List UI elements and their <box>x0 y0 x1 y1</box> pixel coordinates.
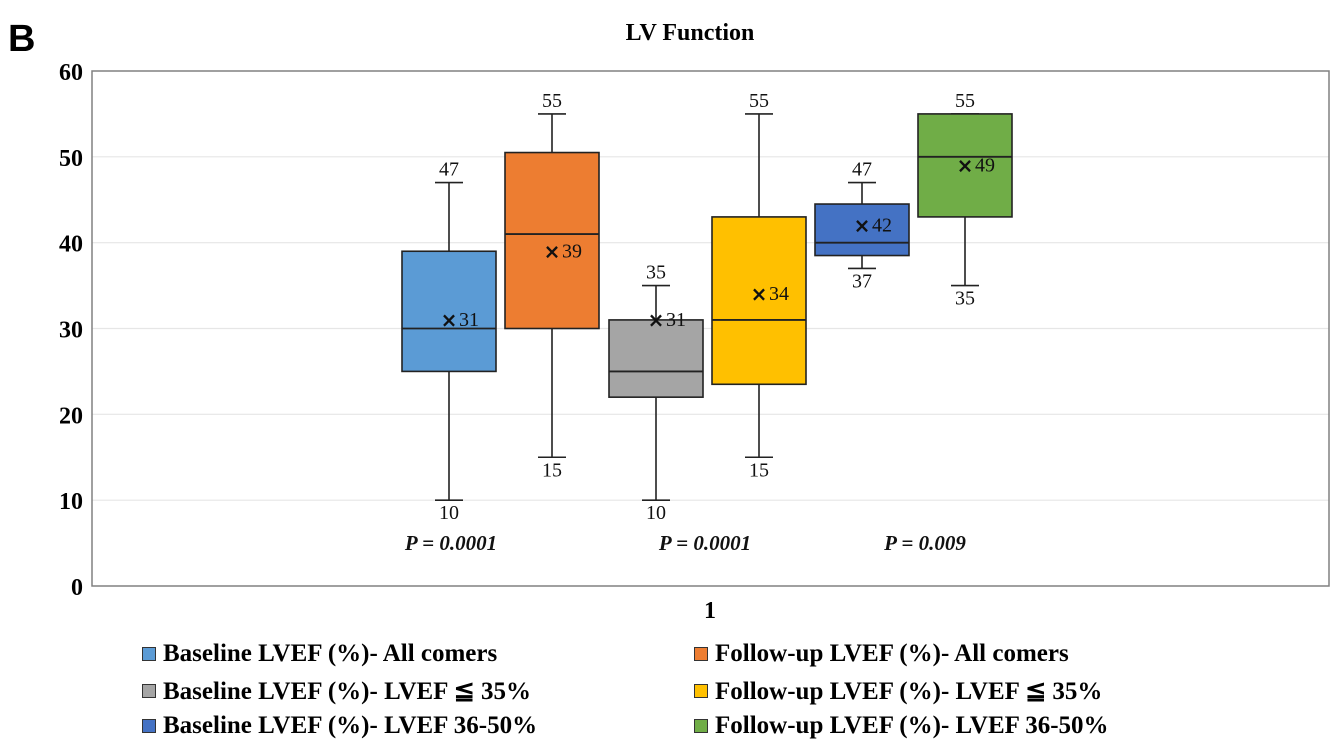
mean-label: 31 <box>459 309 479 331</box>
x-axis-label: 1 <box>704 598 716 624</box>
max-label: 47 <box>852 159 872 181</box>
legend-item: Follow-up LVEF (%)- LVEF 36-50% <box>694 712 1109 740</box>
y-tick-label: 50 <box>59 146 83 172</box>
p-value-annotations: P = 0.0001 P = 0.0001 P = 0.009 <box>404 531 967 555</box>
mean-label: 31 <box>666 309 686 331</box>
box-body <box>401 250 497 373</box>
legend-label: Follow-up LVEF (%)- LVEF ≦ 35% <box>715 678 1103 705</box>
boxes: × × × × × × <box>401 113 1013 501</box>
min-label: 10 <box>439 502 459 524</box>
legend-item: Baseline LVEF (%)- LVEF ≦ 35% <box>142 676 531 706</box>
min-label: 15 <box>749 459 769 481</box>
box-6: × <box>917 113 1013 287</box>
grid-lines <box>92 156 1329 501</box>
y-tick-label: 0 <box>71 575 83 601</box>
y-tick-label: 40 <box>59 232 83 258</box>
y-tick-label: 10 <box>59 489 83 515</box>
plot-area <box>91 70 1330 587</box>
y-axis-ticks: 0 10 20 30 40 50 60 <box>59 60 83 601</box>
legend-swatch <box>142 647 156 661</box>
min-label: 10 <box>646 502 666 524</box>
min-label: 35 <box>955 288 975 310</box>
legend-item: Baseline LVEF (%)- All comers <box>142 640 497 668</box>
max-label: 55 <box>749 90 769 112</box>
mean-marker: × <box>544 239 561 263</box>
legend-swatch <box>694 719 708 733</box>
box-4: × <box>711 113 807 459</box>
p-value-label: P = 0.0001 <box>404 531 497 555</box>
legend-label: Baseline LVEF (%)- LVEF 36-50% <box>163 712 538 739</box>
legend-item: Baseline LVEF (%)- LVEF 36-50% <box>142 712 537 740</box>
mean-marker: × <box>854 214 871 238</box>
p-value-label: P = 0.009 <box>883 531 966 555</box>
box-body <box>504 151 600 330</box>
legend-swatch <box>142 719 156 733</box>
box-2: × <box>504 113 600 459</box>
y-tick-label: 30 <box>59 318 83 344</box>
box-body <box>917 113 1013 218</box>
max-label: 55 <box>542 90 562 112</box>
chart-title: LV Function <box>625 20 755 46</box>
min-label: 37 <box>852 270 872 292</box>
legend-item: Follow-up LVEF (%)- LVEF ≦ 35% <box>694 676 1102 706</box>
legend-label: Follow-up LVEF (%)- All comers <box>715 640 1069 667</box>
legend-label: Baseline LVEF (%)- All comers <box>163 640 498 667</box>
max-label: 35 <box>646 262 666 284</box>
legend-swatch <box>142 684 156 698</box>
legend-swatch <box>694 647 708 661</box>
box-3: × <box>608 284 704 501</box>
panel-label: B <box>8 18 36 60</box>
y-tick-label: 60 <box>59 60 83 86</box>
y-tick-label: 20 <box>59 403 83 429</box>
box-5: × <box>814 181 910 270</box>
mean-label: 49 <box>975 154 995 176</box>
mean-label: 42 <box>872 215 892 237</box>
box-body <box>711 216 807 386</box>
mean-label: 39 <box>562 240 582 262</box>
legend-label: Follow-up LVEF (%)- LVEF 36-50% <box>715 712 1109 739</box>
mean-marker: × <box>957 153 974 177</box>
p-value-label: P = 0.0001 <box>658 531 751 555</box>
mean-label: 34 <box>769 283 789 305</box>
box-1: × <box>401 181 497 501</box>
max-label: 47 <box>439 159 459 181</box>
legend-label: Baseline LVEF (%)- LVEF ≦ 35% <box>163 678 531 705</box>
box-body <box>608 319 704 398</box>
data-labels: 47 10 31 55 15 39 35 10 31 55 15 34 47 37 42 55 35 49 <box>439 90 995 524</box>
mean-marker: × <box>648 308 665 332</box>
mean-marker: × <box>441 308 458 332</box>
min-label: 15 <box>542 459 562 481</box>
legend-swatch <box>694 684 708 698</box>
box-body <box>814 203 910 257</box>
legend-item: Follow-up LVEF (%)- All comers <box>694 640 1069 668</box>
mean-marker: × <box>751 282 768 306</box>
max-label: 55 <box>955 90 975 112</box>
